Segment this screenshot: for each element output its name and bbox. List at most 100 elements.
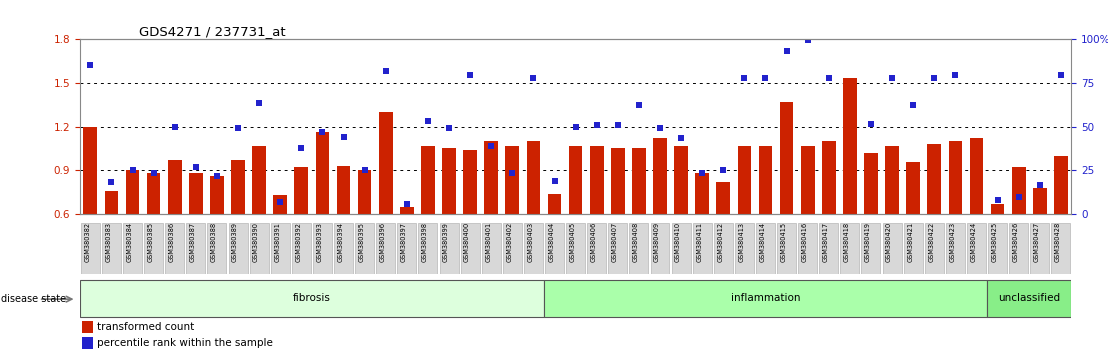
Text: GSM380384: GSM380384 (126, 222, 133, 262)
Bar (526, 141, 541, 214)
Point (103, 179, 121, 185)
FancyBboxPatch shape (840, 223, 860, 274)
Bar (505, 145, 520, 214)
FancyBboxPatch shape (946, 223, 965, 274)
Text: GSM380411: GSM380411 (696, 222, 702, 262)
Text: GSM380405: GSM380405 (570, 222, 576, 262)
FancyBboxPatch shape (608, 223, 627, 274)
Text: GSM380415: GSM380415 (781, 222, 787, 262)
Text: GSM380417: GSM380417 (823, 222, 829, 262)
Point (229, 125, 247, 131)
Bar (885, 145, 899, 214)
Text: GSM380395: GSM380395 (359, 222, 365, 262)
FancyBboxPatch shape (987, 280, 1071, 316)
Text: GSM380408: GSM380408 (633, 222, 639, 262)
Text: GDS4271 / 237731_at: GDS4271 / 237731_at (140, 25, 286, 38)
Point (967, 27, 985, 33)
Bar (696, 173, 709, 214)
Point (545, 178, 563, 183)
FancyBboxPatch shape (249, 223, 268, 274)
Bar (759, 145, 772, 214)
Text: disease state: disease state (1, 294, 66, 304)
Point (883, 75, 901, 81)
FancyBboxPatch shape (883, 223, 902, 274)
Point (419, 118, 437, 124)
FancyBboxPatch shape (819, 223, 839, 274)
Text: GSM380396: GSM380396 (380, 222, 386, 262)
FancyBboxPatch shape (798, 223, 818, 274)
FancyBboxPatch shape (967, 223, 986, 274)
Bar (189, 173, 203, 214)
Text: GSM380383: GSM380383 (105, 222, 112, 262)
Text: GSM380407: GSM380407 (612, 222, 618, 262)
Bar (1054, 156, 1068, 214)
Bar (253, 145, 266, 214)
Bar (400, 207, 413, 214)
Bar (864, 153, 878, 214)
FancyBboxPatch shape (144, 223, 163, 274)
Text: GSM380420: GSM380420 (886, 222, 892, 262)
Point (166, 124, 184, 130)
Text: GSM380397: GSM380397 (401, 222, 407, 262)
Bar (442, 148, 455, 214)
Bar (653, 138, 667, 214)
FancyBboxPatch shape (482, 223, 501, 274)
FancyBboxPatch shape (291, 223, 311, 274)
Point (503, 170, 521, 176)
Bar (1033, 188, 1047, 214)
Text: GSM380410: GSM380410 (675, 222, 681, 262)
FancyBboxPatch shape (207, 223, 226, 274)
FancyBboxPatch shape (988, 223, 1007, 274)
Text: GSM380386: GSM380386 (168, 222, 175, 262)
FancyBboxPatch shape (1009, 223, 1028, 274)
FancyBboxPatch shape (461, 223, 480, 274)
Bar (547, 194, 562, 214)
Point (250, 101, 268, 106)
Bar (843, 78, 856, 214)
FancyBboxPatch shape (356, 223, 375, 274)
FancyBboxPatch shape (270, 223, 289, 274)
Text: GSM380385: GSM380385 (147, 222, 154, 262)
Bar (927, 144, 941, 214)
FancyBboxPatch shape (904, 223, 923, 274)
FancyBboxPatch shape (228, 223, 247, 274)
Point (293, 145, 310, 151)
Bar (780, 102, 793, 214)
FancyBboxPatch shape (80, 280, 544, 316)
Bar (168, 160, 182, 214)
Text: GSM380401: GSM380401 (485, 222, 491, 262)
FancyBboxPatch shape (165, 223, 184, 274)
Text: GSM380421: GSM380421 (907, 222, 913, 262)
Bar (822, 141, 835, 214)
Point (377, 68, 394, 74)
Text: percentile rank within the sample: percentile rank within the sample (98, 338, 273, 348)
Text: GSM380412: GSM380412 (717, 222, 724, 262)
Text: GSM380416: GSM380416 (802, 222, 808, 262)
Text: fibrosis: fibrosis (293, 293, 331, 303)
Text: GSM380399: GSM380399 (443, 222, 449, 262)
FancyBboxPatch shape (862, 223, 881, 274)
Bar (104, 191, 119, 214)
FancyBboxPatch shape (735, 223, 753, 274)
FancyBboxPatch shape (587, 223, 606, 274)
FancyBboxPatch shape (81, 223, 100, 274)
Point (820, 75, 838, 81)
Text: GSM380419: GSM380419 (865, 222, 871, 262)
FancyBboxPatch shape (334, 223, 353, 274)
Text: GSM380424: GSM380424 (971, 222, 976, 262)
Text: GSM380414: GSM380414 (759, 222, 766, 262)
Bar (970, 138, 983, 214)
Text: GSM380423: GSM380423 (950, 222, 955, 262)
Point (946, 73, 964, 78)
Point (1009, 194, 1027, 200)
Point (461, 73, 479, 78)
Point (335, 134, 352, 139)
Text: GSM380418: GSM380418 (844, 222, 850, 262)
Bar (211, 176, 224, 214)
Point (736, 75, 753, 81)
Point (673, 135, 690, 141)
Point (187, 165, 205, 170)
Text: GSM380428: GSM380428 (1055, 222, 1060, 262)
Point (799, 38, 817, 43)
Text: GSM380391: GSM380391 (274, 222, 280, 262)
